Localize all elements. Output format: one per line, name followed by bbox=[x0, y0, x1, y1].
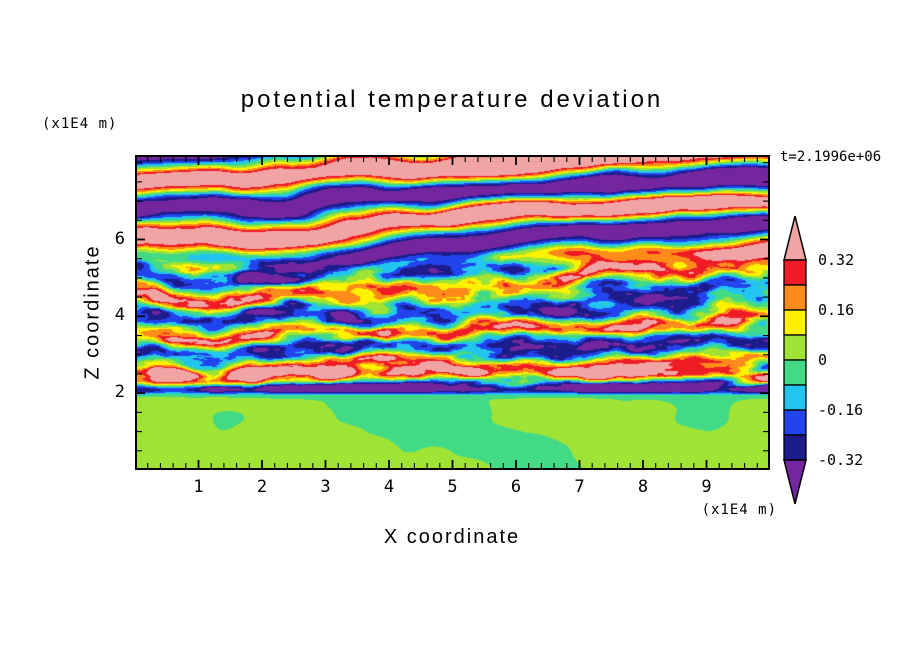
colorbar-segment bbox=[783, 309, 807, 336]
x-tick-label: 8 bbox=[637, 477, 649, 497]
x-tick-label: 6 bbox=[510, 477, 522, 497]
colorbar-tick-label: 0.32 bbox=[818, 251, 855, 269]
y-tick-labels: 2 4 6 bbox=[0, 155, 125, 470]
x-axis-units: (x1E4 m) bbox=[701, 502, 777, 518]
colorbar-segment bbox=[783, 284, 807, 311]
x-axis-label: X coordinate bbox=[383, 526, 521, 548]
y-tick-label: 6 bbox=[114, 228, 125, 249]
colorbar-arrow-up bbox=[783, 215, 807, 261]
colorbar bbox=[783, 215, 807, 505]
colorbar-segment bbox=[783, 259, 807, 286]
x-tick-label: 9 bbox=[701, 477, 712, 497]
heatmap-canvas bbox=[135, 155, 770, 470]
y-tick-label: 2 bbox=[114, 382, 125, 403]
chart-title: potential temperature deviation bbox=[240, 86, 664, 113]
colorbar-segment bbox=[783, 334, 807, 361]
x-tick-label: 7 bbox=[574, 477, 585, 497]
axes-ticks bbox=[135, 155, 770, 470]
colorbar-segment bbox=[783, 384, 807, 411]
x-tick-labels: 1 2 3 4 5 6 7 8 9 bbox=[135, 477, 770, 499]
colorbar-tick-label: 0 bbox=[818, 351, 828, 369]
colorbar-segment bbox=[783, 434, 807, 461]
colorbar-tick-label: -0.32 bbox=[818, 451, 864, 469]
colorbar-segment bbox=[783, 359, 807, 386]
colorbar-segment bbox=[783, 409, 807, 436]
y-axis-units: (x1E4 m) bbox=[42, 116, 118, 132]
x-tick-label: 5 bbox=[447, 477, 458, 497]
colorbar-tick-label: -0.16 bbox=[818, 401, 864, 419]
y-tick-label: 4 bbox=[114, 305, 125, 326]
x-tick-label: 4 bbox=[383, 477, 395, 497]
x-tick-label: 1 bbox=[193, 477, 204, 497]
colorbar-tick-label: 0.16 bbox=[818, 301, 855, 319]
plot-area bbox=[135, 155, 770, 470]
colorbar-arrow-down bbox=[783, 459, 807, 505]
time-annotation: t=2.1996e+06 bbox=[780, 149, 882, 165]
x-tick-label: 2 bbox=[256, 477, 268, 497]
colorbar-labels: 0.32 0.16 0 -0.16 -0.32 bbox=[818, 215, 898, 515]
x-tick-label: 3 bbox=[320, 477, 331, 497]
